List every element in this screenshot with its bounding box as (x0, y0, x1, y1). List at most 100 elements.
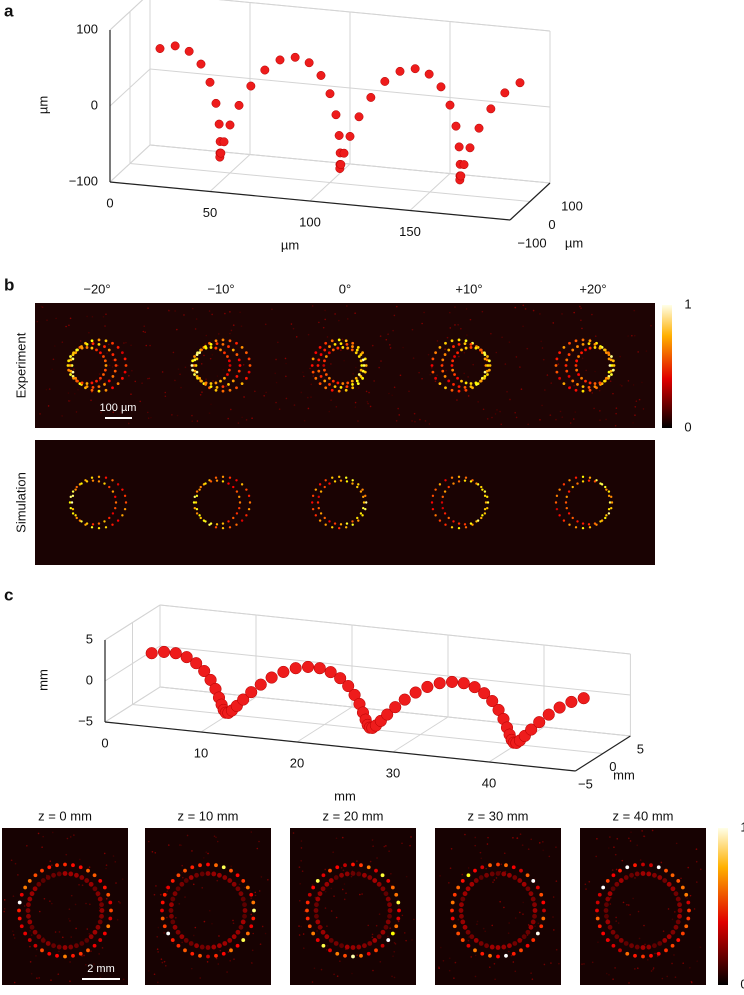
data-point (196, 59, 206, 69)
image-spot (209, 342, 213, 346)
image-spot (514, 411, 516, 414)
image-spot (307, 333, 310, 336)
image-spot (357, 373, 361, 376)
image-spot (69, 373, 72, 376)
image-spot (77, 388, 79, 391)
image-spot (469, 881, 475, 887)
image-spot (361, 376, 364, 380)
image-spot (333, 941, 339, 946)
image-spot (195, 494, 199, 498)
column-label: z = 40 mm (612, 808, 673, 823)
image-spot (324, 373, 328, 376)
image-spot (341, 338, 344, 341)
image-spot (489, 966, 491, 969)
image-spot (429, 373, 432, 376)
image-spot (652, 872, 657, 878)
image-spot (504, 363, 507, 365)
image-spot (321, 943, 326, 948)
image-spot (354, 312, 356, 315)
image-spot (588, 388, 592, 392)
image-spot (385, 845, 387, 847)
image-spot (123, 357, 127, 361)
image-spot (496, 862, 500, 867)
image-spot (51, 368, 53, 371)
image-spot (200, 348, 203, 352)
colorbar-tick-label: 0 (740, 976, 744, 991)
image-spot (317, 891, 323, 897)
image-spot (311, 885, 316, 890)
image-spot (482, 408, 485, 411)
image-spot (614, 881, 620, 887)
image-spot (222, 875, 228, 880)
image-spot (673, 954, 675, 956)
image-spot (457, 389, 461, 393)
image-spot (172, 924, 178, 930)
image-spot (147, 417, 150, 420)
image-spot (101, 947, 104, 949)
image-spot (307, 924, 312, 929)
image-spot (235, 943, 240, 948)
image-spot (392, 955, 394, 957)
image-spot (226, 373, 229, 376)
image-spot (311, 884, 314, 886)
image-spot (74, 376, 78, 380)
image-spot (203, 920, 206, 923)
image-spot (633, 863, 637, 868)
image-spot (183, 868, 187, 873)
image-spot (243, 396, 245, 398)
image-spot (206, 954, 210, 959)
data-point (254, 678, 267, 691)
data-point (169, 647, 182, 660)
image-spot (618, 868, 622, 873)
image-spot (199, 346, 202, 348)
image-spot (387, 935, 389, 938)
image-spot (569, 422, 572, 424)
image-spot (41, 306, 44, 308)
image-spot (316, 501, 320, 504)
image-spot (235, 375, 239, 378)
image-spot (423, 311, 425, 314)
image-spot (555, 418, 557, 421)
image-spot (26, 913, 31, 919)
image-spot (357, 519, 360, 522)
image-spot (88, 331, 90, 334)
image-spot (153, 893, 156, 896)
image-spot (559, 410, 562, 413)
image-spot (467, 939, 470, 942)
axis-line (509, 182, 551, 221)
image-spot (68, 501, 72, 504)
image-spot (376, 857, 378, 859)
image-spot (549, 414, 552, 416)
image-spot (546, 374, 549, 376)
image-spot (489, 871, 495, 877)
image-spot (196, 376, 199, 380)
data-point (565, 695, 578, 708)
image-spot (180, 386, 182, 389)
image-spot (484, 943, 489, 949)
image-spot (310, 364, 314, 367)
image-spot (361, 893, 363, 895)
image-spot (72, 376, 75, 380)
image-spot (341, 382, 345, 385)
image-spot (278, 408, 281, 410)
image-spot (356, 345, 360, 349)
image-spot (251, 417, 253, 420)
image-spot (534, 925, 536, 928)
image-spot (67, 359, 71, 363)
image-spot (302, 371, 304, 374)
image-spot (206, 961, 209, 963)
image-spot (86, 315, 88, 318)
image-spot (254, 390, 256, 393)
image-spot (259, 943, 262, 945)
image-spot (300, 847, 303, 849)
image-spot (170, 938, 175, 942)
image-spot (47, 865, 52, 870)
image-spot (619, 355, 621, 358)
image-spot (317, 495, 320, 499)
image-spot (575, 368, 579, 372)
image-spot (525, 929, 531, 935)
image-spot (201, 886, 204, 889)
column-label: z = 10 mm (177, 808, 238, 823)
image-spot (440, 364, 444, 367)
image-spot (79, 941, 85, 946)
